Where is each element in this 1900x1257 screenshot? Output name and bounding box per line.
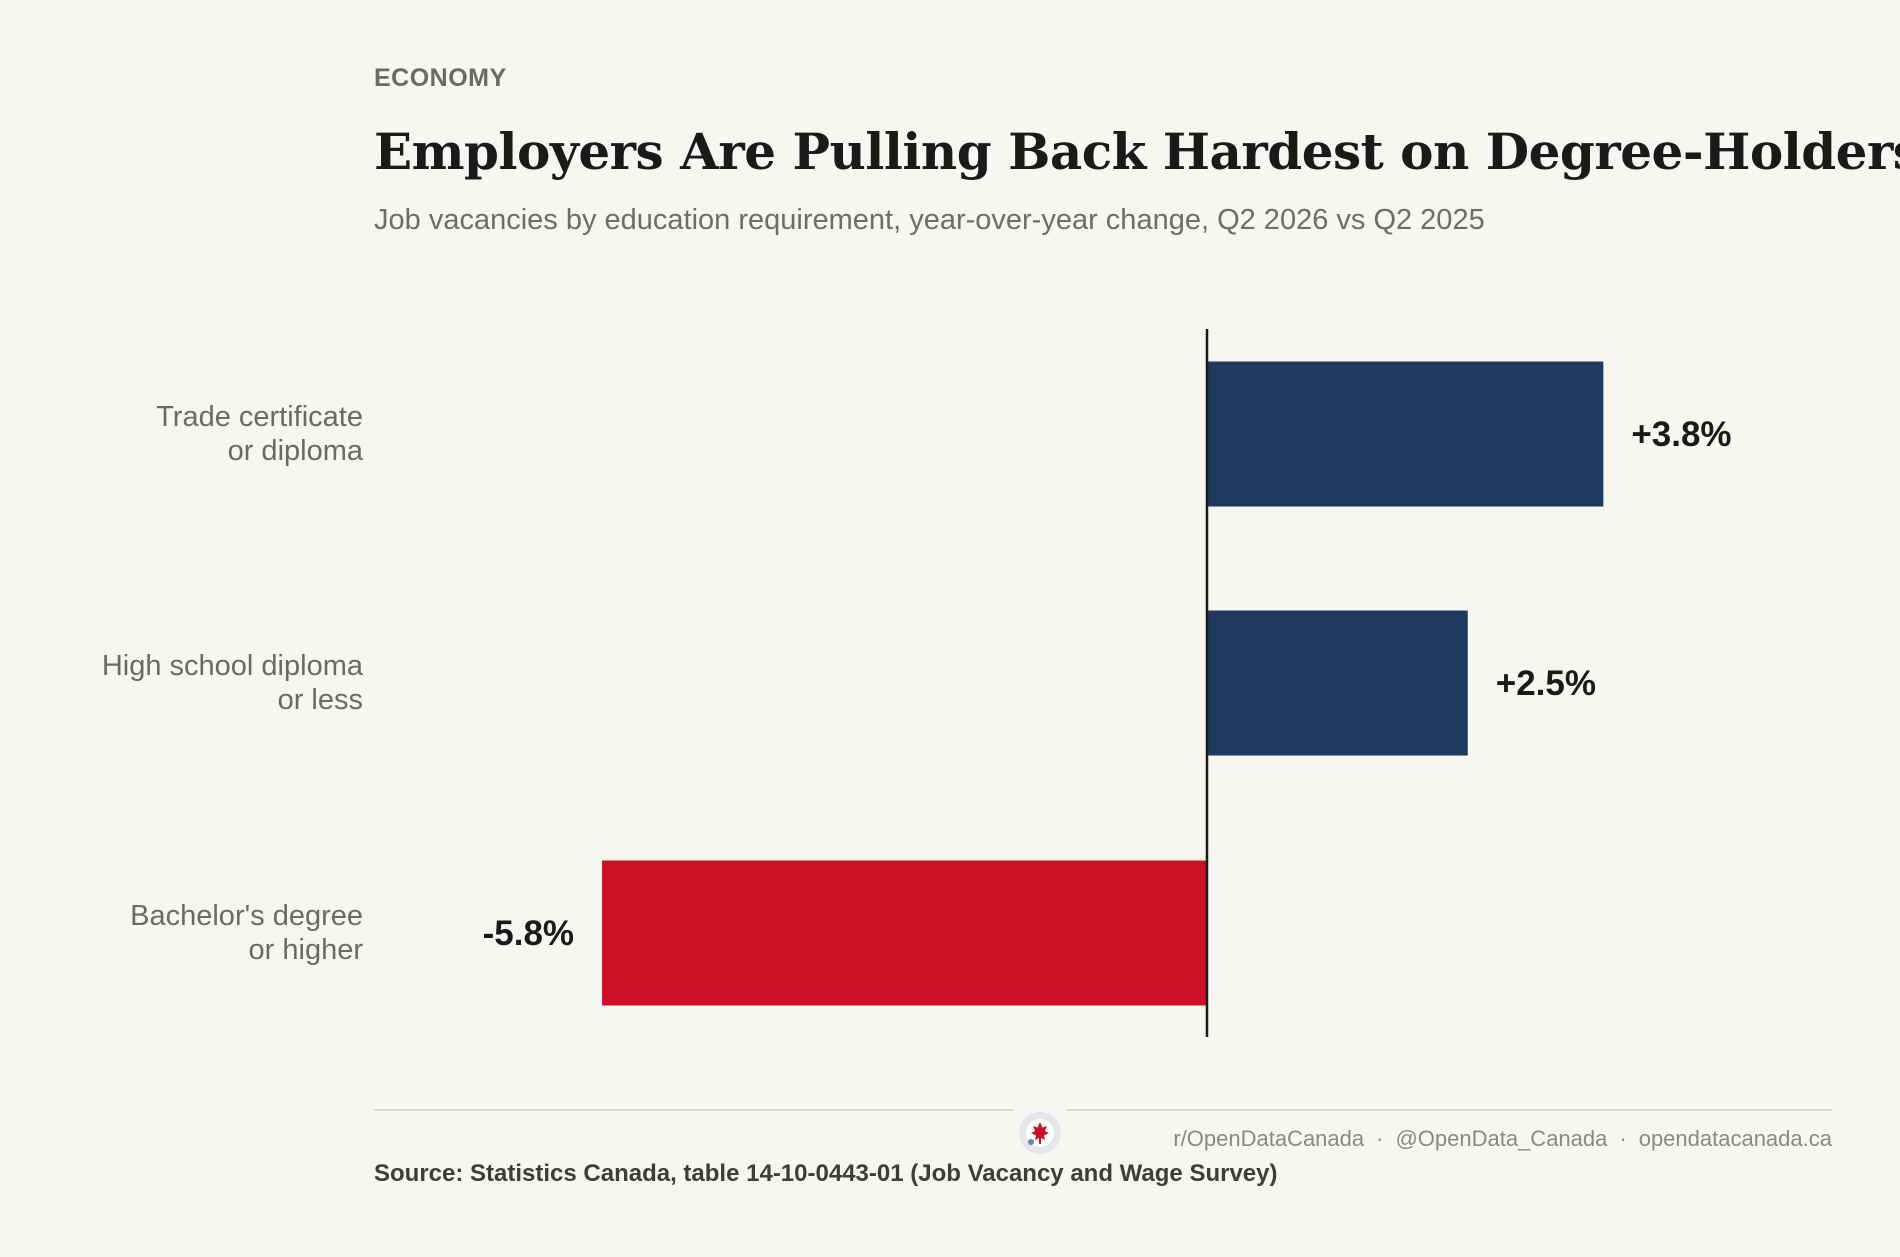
category-label-0: Trade certificate or diploma [156,401,364,467]
footer-credits: r/OpenDataCanada · @OpenData_Canada · openda… [1173,1126,1832,1152]
bar-2 [602,860,1207,1006]
chart-subtitle: Job vacancies by education requirement, … [374,204,1485,236]
section-kicker: ECONOMY [374,64,507,92]
category-label-line: or diploma [228,435,364,467]
credit-twitter: @OpenData_Canada [1395,1126,1608,1151]
credit-separator: · [1619,1126,1627,1151]
value-label-1: +2.5% [1496,664,1596,703]
category-label-line: High school diploma [102,650,364,682]
credit-reddit: r/OpenDataCanada [1173,1126,1365,1151]
category-label-line: Trade certificate [156,401,363,433]
chart-title: Employers Are Pulling Back Hardest on De… [374,122,1900,181]
category-label-line: Bachelor's degree [130,900,363,932]
maple-leaf-logo-icon [1013,1109,1067,1159]
bar-1 [1207,610,1468,756]
credit-separator: · [1376,1126,1384,1151]
source-note: Source: Statistics Canada, table 14-10-0… [374,1160,1278,1187]
category-label-2: Bachelor's degree or higher [130,900,363,966]
value-label-0: +3.8% [1631,415,1731,454]
category-label-line: or less [278,684,363,716]
credit-website: opendatacanada.ca [1638,1126,1832,1151]
category-label-line: or higher [249,934,364,966]
footer-divider [374,1109,1832,1111]
value-label-2: -5.8% [483,914,574,953]
category-label-1: High school diploma or less [102,650,364,716]
bar-0 [1207,361,1604,507]
